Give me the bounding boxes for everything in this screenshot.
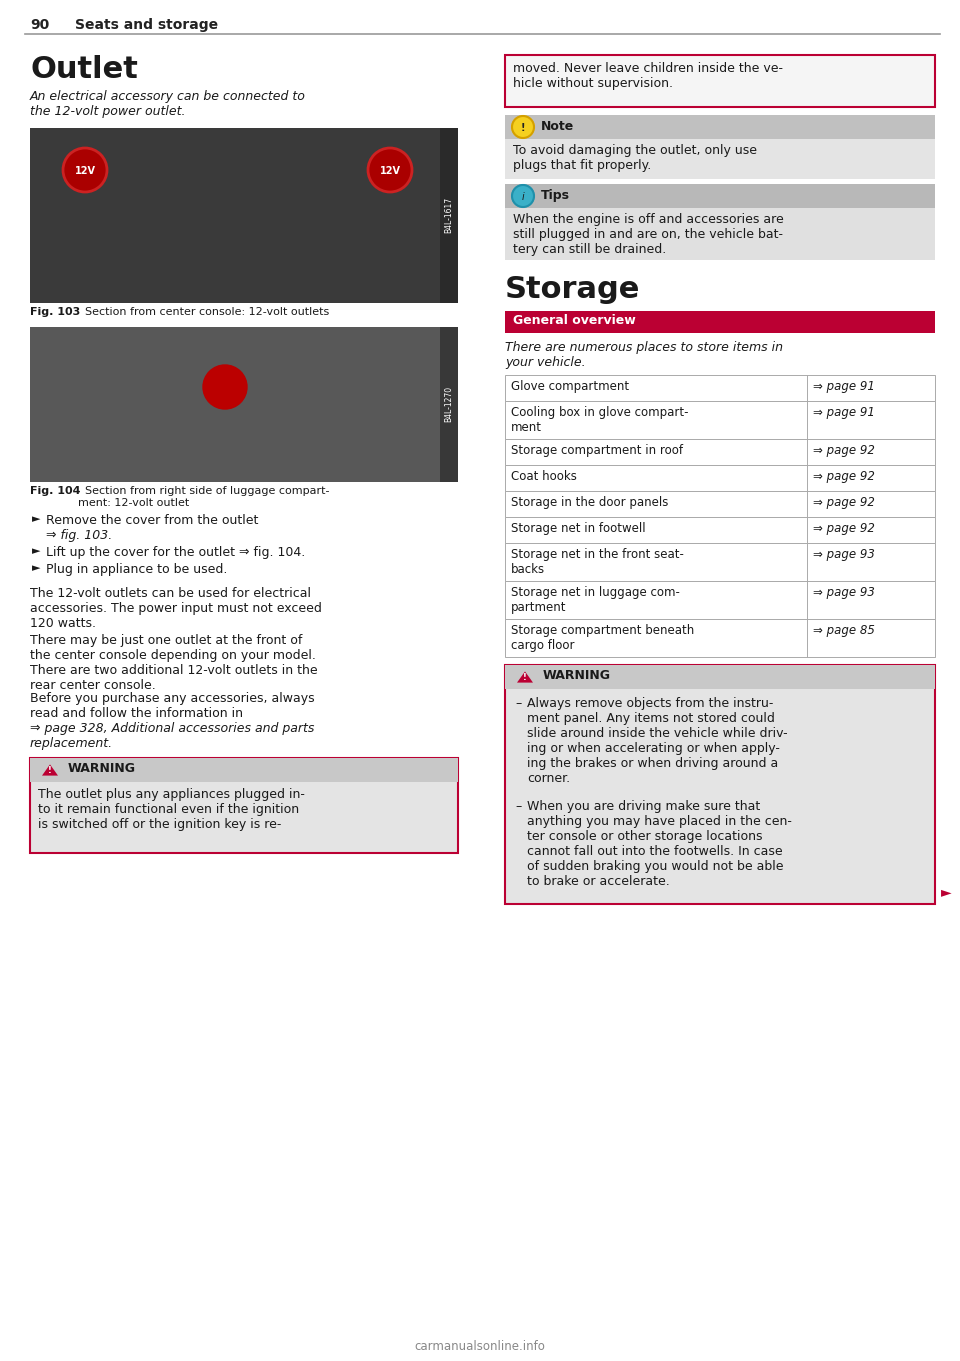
Text: Fig. 103: Fig. 103 [30,308,81,317]
Text: There may be just one outlet at the front of
the center console depending on you: There may be just one outlet at the fron… [30,634,318,691]
Text: Coat hooks: Coat hooks [511,470,577,483]
Text: Plug in appliance to be used.: Plug in appliance to be used. [46,563,228,576]
Bar [505,581,935,619]
Bar [505,619,935,657]
Bar [505,114,935,180]
Text: General overview: General overview [513,314,636,327]
Text: Note: Note [541,120,574,133]
Polygon shape [517,671,533,683]
Text: Section from center console: 12-volt outlets: Section from center console: 12-volt out… [78,308,329,317]
Text: Storage compartment beneath
cargo floor: Storage compartment beneath cargo floor [511,623,694,652]
Text: Storage: Storage [505,275,640,304]
Text: ⇒ page 92: ⇒ page 92 [813,444,875,457]
Text: –: – [515,800,521,813]
Text: Cooling box in glove compart-
ment: Cooling box in glove compart- ment [511,406,688,434]
Text: ⇒ page 92: ⇒ page 92 [813,523,875,535]
Bar [505,376,935,401]
Text: When the engine is off and accessories are
still plugged in and are on, the vehi: When the engine is off and accessories a… [513,214,783,256]
Text: –: – [515,697,521,710]
Text: The outlet plus any appliances plugged in-
to it remain functional even if the i: The outlet plus any appliances plugged i… [38,788,305,832]
Bar [505,114,935,139]
Text: ⇒ page 93: ⇒ page 93 [813,587,875,599]
Text: Glove compartment: Glove compartment [511,380,629,393]
Bar [30,758,458,853]
Text: ⇒ page 328, Additional accessories and parts
replacement.: ⇒ page 328, Additional accessories and p… [30,721,314,750]
Text: ⇒ page 91: ⇒ page 91 [813,406,875,419]
Circle shape [512,116,534,137]
Text: ⇒ page 93: ⇒ page 93 [813,548,875,561]
Text: ⇒ page 92: ⇒ page 92 [813,495,875,509]
Text: ⇒ fig. 103.: ⇒ fig. 103. [46,529,112,542]
Bar [505,54,935,108]
Bar [30,758,458,783]
Text: Storage compartment in roof: Storage compartment in roof [511,444,683,457]
Text: B4L-1270: B4L-1270 [444,387,453,422]
Bar [505,184,935,260]
Bar [440,327,458,482]
Bar [30,128,458,304]
Bar [505,543,935,581]
Text: Outlet: Outlet [30,54,138,84]
Text: WARNING: WARNING [68,762,136,774]
Bar [505,517,935,543]
Text: 90: 90 [30,18,49,33]
Circle shape [512,185,534,207]
Text: ⇒ page 91: ⇒ page 91 [813,380,875,393]
Text: B4L-1617: B4L-1617 [444,197,453,233]
Text: Always remove objects from the instru-
ment panel. Any items not stored could
sl: Always remove objects from the instru- m… [527,697,787,785]
Text: Storage net in the front seat-
backs: Storage net in the front seat- backs [511,548,684,576]
Text: ⇒ page 92: ⇒ page 92 [813,470,875,483]
Bar [505,666,935,689]
Text: WARNING: WARNING [543,670,611,682]
Text: Storage in the door panels: Storage in the door panels [511,495,668,509]
Text: !: ! [523,674,527,682]
Text: ►: ► [942,885,952,900]
Text: moved. Never leave children inside the ve-
hicle without supervision.: moved. Never leave children inside the v… [513,63,783,90]
Bar [505,440,935,465]
Text: Fig. 104: Fig. 104 [30,486,81,495]
Text: There are numerous places to store items in
your vehicle.: There are numerous places to store items… [505,342,783,369]
Bar [30,327,458,482]
Text: !: ! [48,766,52,776]
Text: 12V: 12V [379,166,400,176]
Text: ►: ► [32,546,40,557]
Text: Lift up the cover for the outlet ⇒ fig. 104.: Lift up the cover for the outlet ⇒ fig. … [46,546,305,559]
Text: Remove the cover from the outlet: Remove the cover from the outlet [46,514,258,527]
Bar [440,128,458,304]
Bar [505,465,935,491]
Text: Seats and storage: Seats and storage [75,18,218,33]
Circle shape [368,148,412,192]
Polygon shape [42,765,58,776]
Text: An electrical accessory can be connected to
the 12-volt power outlet.: An electrical accessory can be connected… [30,90,306,118]
Text: !: ! [520,122,525,133]
Text: Tips: Tips [541,189,570,201]
Text: Before you purchase any accessories, always
read and follow the information in: Before you purchase any accessories, alw… [30,691,315,720]
Bar [505,184,935,208]
Circle shape [63,148,107,192]
Text: When you are driving make sure that
anything you may have placed in the cen-
ter: When you are driving make sure that anyt… [527,800,792,887]
Text: Storage net in luggage com-
partment: Storage net in luggage com- partment [511,587,680,614]
Text: ⇒ page 85: ⇒ page 85 [813,623,875,637]
Text: Section from right side of luggage compart-
ment: 12-volt outlet: Section from right side of luggage compa… [78,486,329,508]
Circle shape [203,365,247,410]
Bar [505,491,935,517]
Bar [505,401,935,440]
Text: 12V: 12V [75,166,95,176]
Text: ►: ► [32,514,40,524]
Bar [505,312,935,333]
Text: Storage net in footwell: Storage net in footwell [511,523,646,535]
Text: The 12-volt outlets can be used for electrical
accessories. The power input must: The 12-volt outlets can be used for elec… [30,587,322,630]
Bar [505,666,935,904]
Text: i: i [521,192,524,201]
Text: ►: ► [32,563,40,573]
Text: To avoid damaging the outlet, only use
plugs that fit properly.: To avoid damaging the outlet, only use p… [513,144,757,171]
Text: carmanualsonline.info: carmanualsonline.info [415,1341,545,1353]
